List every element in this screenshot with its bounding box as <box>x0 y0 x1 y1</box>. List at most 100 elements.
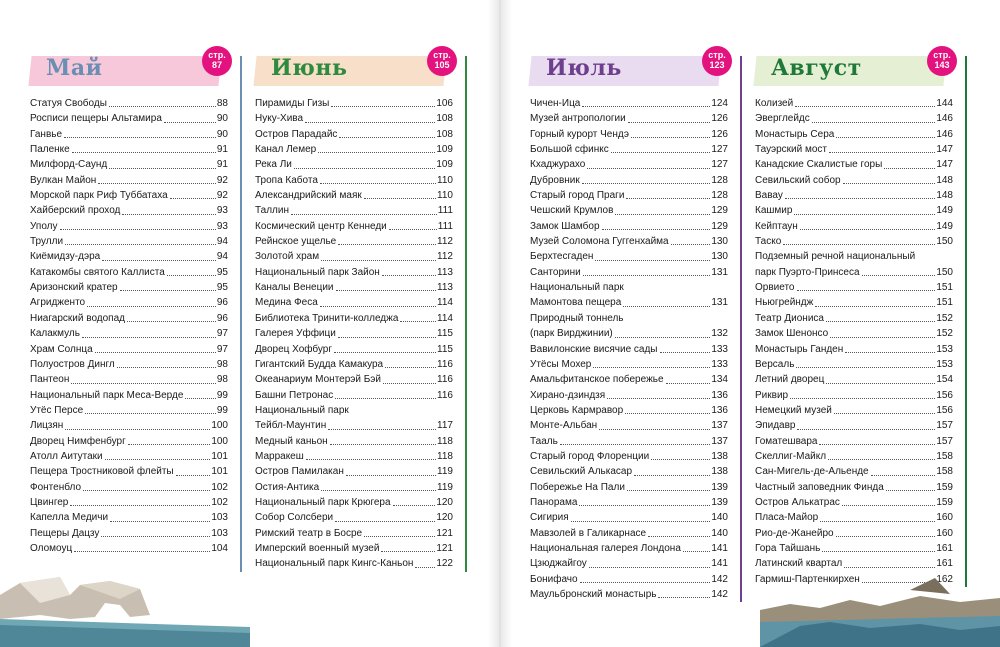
toc-entry[interactable]: Лицзян 100 <box>30 418 228 433</box>
toc-entry[interactable]: Утёс Персе 99 <box>30 403 228 418</box>
toc-entry[interactable]: Кашмир 149 <box>755 203 953 218</box>
toc-entry[interactable]: Кейптаун 149 <box>755 219 953 234</box>
toc-entry[interactable]: Тейбл-Маунтин 117 <box>255 418 453 433</box>
toc-entry[interactable]: Эпидавр 157 <box>755 418 953 433</box>
toc-entry[interactable]: Версаль 153 <box>755 357 953 372</box>
toc-entry[interactable]: Полуостров Дингл 98 <box>30 357 228 372</box>
toc-entry[interactable]: Река Ли 109 <box>255 157 453 172</box>
toc-entry[interactable]: Имперский военный музей 121 <box>255 541 453 556</box>
toc-entry[interactable]: Большой сфинкс 127 <box>530 142 728 157</box>
toc-entry[interactable]: Галерея Уффици 115 <box>255 326 453 341</box>
toc-entry[interactable]: Цвингер 102 <box>30 495 228 510</box>
toc-entry[interactable]: Уполу 93 <box>30 219 228 234</box>
toc-entry[interactable]: Севильский Алькасар 138 <box>530 464 728 479</box>
toc-entry[interactable]: Ниагарский водопад 96 <box>30 311 228 326</box>
toc-entry[interactable]: Чешский Крумлов 129 <box>530 203 728 218</box>
toc-entry[interactable]: Рио-де-Жанейро 160 <box>755 526 953 541</box>
toc-entry[interactable]: Хайберский проход 93 <box>30 203 228 218</box>
toc-entry[interactable]: Пирамиды Гизы 106 <box>255 96 453 111</box>
toc-entry[interactable]: Мавзолей в Галикарнасе 140 <box>530 526 728 541</box>
toc-entry[interactable]: Дубровник 128 <box>530 173 728 188</box>
toc-entry[interactable]: Замок Шенонсо 152 <box>755 326 953 341</box>
toc-entry[interactable]: Калакмуль 97 <box>30 326 228 341</box>
toc-entry[interactable]: Монастырь Ганден 153 <box>755 342 953 357</box>
toc-entry[interactable]: Капелла Медичи 103 <box>30 510 228 525</box>
toc-entry[interactable]: Национальный парк <box>255 403 453 418</box>
toc-entry[interactable]: Морской парк Риф Туббатаха 92 <box>30 188 228 203</box>
toc-entry[interactable]: Росписи пещеры Альтамира 90 <box>30 111 228 126</box>
toc-entry[interactable]: Остия-Антика 119 <box>255 480 453 495</box>
toc-entry[interactable]: парк Пуэрто-Принсеса 150 <box>755 265 953 280</box>
toc-entry[interactable]: Севильский собор 148 <box>755 173 953 188</box>
toc-entry[interactable]: Библиотека Тринити-колледжа 114 <box>255 311 453 326</box>
toc-entry[interactable]: Национальный парк Меса-Верде 99 <box>30 388 228 403</box>
toc-entry[interactable]: Храм Солнца 97 <box>30 342 228 357</box>
toc-entry[interactable]: Катакомбы святого Каллиста 95 <box>30 265 228 280</box>
toc-entry[interactable]: Агридженто 96 <box>30 295 228 310</box>
toc-entry[interactable]: Рейнское ущелье 112 <box>255 234 453 249</box>
toc-entry[interactable]: Остров Памилакан 119 <box>255 464 453 479</box>
toc-entry[interactable]: Сигирия 140 <box>530 510 728 525</box>
toc-entry[interactable]: Берхтесгаден 130 <box>530 249 728 264</box>
toc-entry[interactable]: Театр Диониса 152 <box>755 311 953 326</box>
toc-entry[interactable]: Пантеон 98 <box>30 372 228 387</box>
toc-entry[interactable]: Национальный парк <box>530 280 728 295</box>
toc-entry[interactable]: Церковь Кармравор 136 <box>530 403 728 418</box>
toc-entry[interactable]: Риквир 156 <box>755 388 953 403</box>
toc-entry[interactable]: Колизей 144 <box>755 96 953 111</box>
toc-entry[interactable]: Трулли 94 <box>30 234 228 249</box>
toc-entry[interactable]: Амальфитанское побережье 134 <box>530 372 728 387</box>
toc-entry[interactable]: Природный тоннель <box>530 311 728 326</box>
toc-entry[interactable]: Ганвье 90 <box>30 127 228 142</box>
toc-entry[interactable]: Эверглейдс 146 <box>755 111 953 126</box>
toc-entry[interactable]: Киёмидзу-дэра 94 <box>30 249 228 264</box>
toc-entry[interactable]: Атолл Аитутаки 101 <box>30 449 228 464</box>
toc-entry[interactable]: Нуку-Хива 108 <box>255 111 453 126</box>
toc-entry[interactable]: Гигантский Будда Камакура 116 <box>255 357 453 372</box>
toc-entry[interactable]: Таско 150 <box>755 234 953 249</box>
toc-entry[interactable]: Золотой храм 112 <box>255 249 453 264</box>
toc-entry[interactable]: Старый город Флоренции 138 <box>530 449 728 464</box>
toc-entry[interactable]: Побережье На Пали 139 <box>530 480 728 495</box>
toc-entry[interactable]: Дворец Нимфенбург 100 <box>30 434 228 449</box>
toc-entry[interactable]: Канал Лемер 109 <box>255 142 453 157</box>
toc-entry[interactable]: Замок Шамбор 129 <box>530 219 728 234</box>
toc-entry[interactable]: Летний дворец 154 <box>755 372 953 387</box>
toc-entry[interactable]: Пещеры Дацзу 103 <box>30 526 228 541</box>
toc-entry[interactable]: Марракеш 118 <box>255 449 453 464</box>
toc-entry[interactable]: Канадские Скалистые горы 147 <box>755 157 953 172</box>
toc-entry[interactable]: Орвието 151 <box>755 280 953 295</box>
toc-entry[interactable]: Панорама 139 <box>530 495 728 510</box>
toc-entry[interactable]: Старый город Праги 128 <box>530 188 728 203</box>
toc-entry[interactable]: Вавилонские висячие сады 133 <box>530 342 728 357</box>
toc-entry[interactable]: Вулкан Майон 92 <box>30 173 228 188</box>
toc-entry[interactable]: Чичен-Ица 124 <box>530 96 728 111</box>
toc-entry[interactable]: Таллин 111 <box>255 203 453 218</box>
toc-entry[interactable]: Александрийский маяк 110 <box>255 188 453 203</box>
toc-entry[interactable]: Тааль 137 <box>530 434 728 449</box>
toc-entry[interactable]: Подземный речной национальный <box>755 249 953 264</box>
toc-entry[interactable]: Медный каньон 118 <box>255 434 453 449</box>
toc-entry[interactable]: Кхаджурахо 127 <box>530 157 728 172</box>
toc-entry[interactable]: Санторини 131 <box>530 265 728 280</box>
toc-entry[interactable]: Цзюджайгоу 141 <box>530 556 728 571</box>
toc-entry[interactable]: Космический центр Кеннеди 111 <box>255 219 453 234</box>
toc-entry[interactable]: Монте-Альбан 137 <box>530 418 728 433</box>
toc-entry[interactable]: Музей Соломона Гуггенхайма 130 <box>530 234 728 249</box>
toc-entry[interactable]: Хирано-дзиндзя 136 <box>530 388 728 403</box>
toc-entry[interactable]: Океанариум Монтерэй Бэй 116 <box>255 372 453 387</box>
toc-entry[interactable]: Гоматешвара 157 <box>755 434 953 449</box>
toc-entry[interactable]: Фонтенбло 102 <box>30 480 228 495</box>
toc-entry[interactable]: Гармиш-Партенкирхен 162 <box>755 572 953 587</box>
toc-entry[interactable]: Гора Тайшань 161 <box>755 541 953 556</box>
toc-entry[interactable]: Медина Феса 114 <box>255 295 453 310</box>
toc-entry[interactable]: Латинский квартал 161 <box>755 556 953 571</box>
toc-entry[interactable]: Аризонский кратер 95 <box>30 280 228 295</box>
toc-entry[interactable]: Маульбронский монастырь 142 <box>530 587 728 602</box>
toc-entry[interactable]: Каналы Венеции 113 <box>255 280 453 295</box>
toc-entry[interactable]: Ньюгрейндж 151 <box>755 295 953 310</box>
toc-entry[interactable]: Дворец Хофбург 115 <box>255 342 453 357</box>
toc-entry[interactable]: Тропа Кабота 110 <box>255 173 453 188</box>
toc-entry[interactable]: Немецкий музей 156 <box>755 403 953 418</box>
toc-entry[interactable]: Остров Алькатрас 159 <box>755 495 953 510</box>
